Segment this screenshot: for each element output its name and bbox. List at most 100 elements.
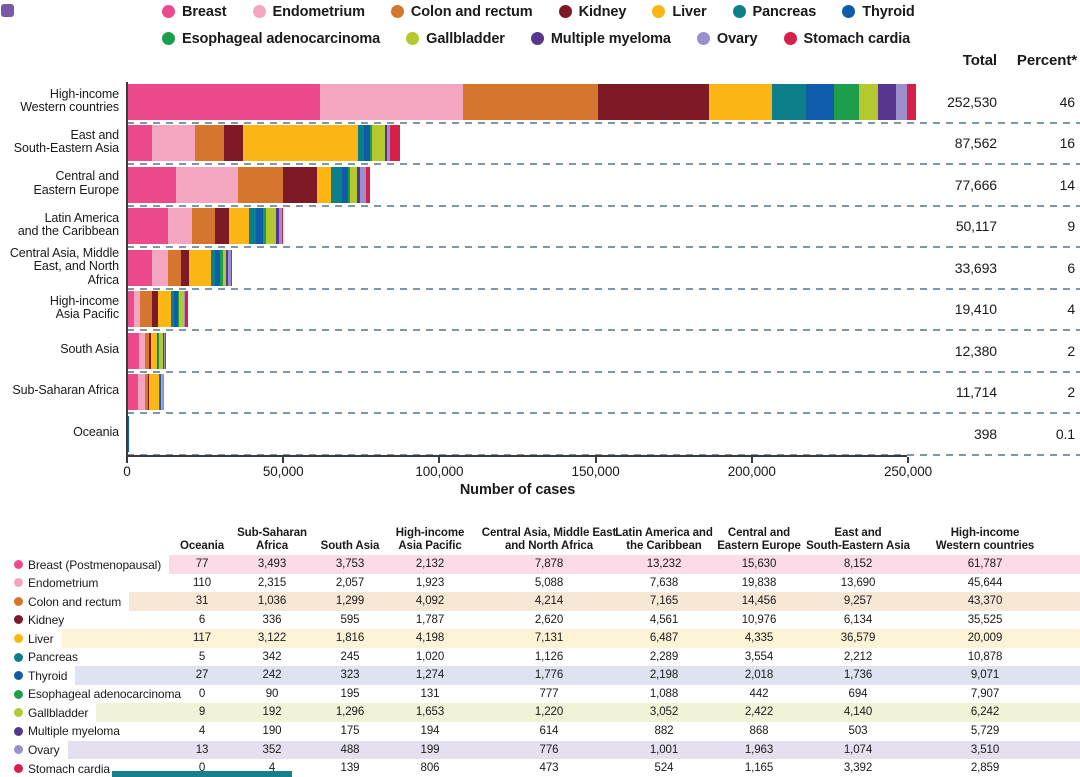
table-cell: 3,493: [257, 558, 287, 570]
table-cell: 6: [198, 613, 206, 626]
bar-segment-esophageal: [263, 208, 267, 245]
bar-segment-gallbladder: [858, 84, 879, 120]
bar-segment-esophageal: [158, 332, 160, 369]
thyroid-swatch-icon: [842, 5, 856, 18]
table-cell: 2,198: [649, 669, 679, 682]
table-cell: 7,165: [649, 595, 679, 608]
stacked-bar: [127, 291, 188, 328]
bar-segment-myeloma: [384, 125, 387, 162]
bar-segment-ovary: [278, 208, 282, 245]
legend-label: Gallbladder: [426, 30, 505, 47]
table-cell: 192: [262, 706, 282, 719]
gallbladder-swatch-icon: [406, 32, 420, 45]
legend-item-breast: Breast: [162, 4, 227, 20]
bar-segment-ovary: [359, 166, 366, 203]
bar-segment-thyroid: [341, 166, 349, 203]
table-cell: 77: [195, 558, 209, 570]
bar-segment-myeloma: [275, 208, 279, 245]
table-cell: 2,018: [744, 669, 774, 682]
bottom-decor-strip: [112, 771, 292, 777]
table-row-esophageal: Esophageal adenocarcinoma 0 90 195 131 777 1,0…: [0, 685, 1080, 704]
legend-label: Pancreas: [752, 3, 817, 20]
bar-segment-endometrium: [175, 166, 238, 203]
x-tick-label: 50,000: [262, 464, 304, 479]
table-cell: 61,787: [967, 558, 1003, 570]
table-cell: 1,001: [649, 743, 679, 756]
legend-item-myeloma: Multiple myeloma: [530, 30, 671, 47]
table-cell: 524: [654, 762, 674, 775]
table-cell: 36,579: [840, 632, 876, 645]
table-cell: 1,299: [335, 595, 365, 608]
table-cell: 6,242: [970, 706, 1000, 719]
endometrium-dot-icon: [14, 578, 23, 588]
table-cell: 199: [420, 743, 440, 756]
table-column-header: Oceania: [179, 539, 225, 552]
table-cell: 776: [539, 743, 559, 756]
table-cell: 3,554: [744, 650, 774, 663]
stomach-dot-icon: [14, 763, 23, 773]
row-separator-dashed-line: [127, 246, 1080, 249]
table-row-breast: Breast (Postmenopausal) 77 3,493 3,753 2,132…: [0, 555, 1080, 574]
region-label: East and South-Eastern Asia: [13, 127, 119, 156]
table-cell: 1,296: [335, 706, 365, 719]
region-total: 33,693: [954, 259, 997, 276]
bar-segment-kidney: [148, 374, 150, 411]
row-tint: [129, 592, 1080, 611]
x-tick-label: 200,000: [727, 464, 776, 479]
table-column-header: East and South-Eastern Asia: [806, 527, 910, 552]
bar-segment-pancreas: [330, 166, 342, 203]
gallbladder-dot-icon: [14, 708, 23, 718]
bar-segment-stomach: [185, 291, 188, 328]
table-cell: 13: [195, 743, 209, 756]
region-label: Central and Eastern Europe: [33, 169, 120, 197]
bar-segment-kidney: [180, 249, 189, 286]
table-cell: 195: [340, 687, 360, 700]
myeloma-dot-icon: [14, 726, 23, 736]
region-percent: 9: [1067, 218, 1075, 235]
bar-segment-gallbladder: [266, 208, 276, 245]
table-row-liver: Liver 117 3,122 1,816 4,198 7,131 6,487 4,335 36…: [0, 629, 1080, 648]
bar-segment-liver: [188, 249, 212, 286]
legend-label: Stomach cardia: [803, 30, 911, 47]
row-separator-dashed-line: [127, 204, 1080, 207]
row-separator-dashed-line: [127, 453, 1080, 456]
table-cell: 2,289: [649, 650, 679, 663]
bar-segment-breast: [127, 125, 153, 162]
bar-segment-colon: [192, 208, 215, 245]
region-percent: 14: [1059, 176, 1075, 193]
legend-row: Breast Endometrium Colon and rectum Kidney L…: [162, 1, 941, 22]
row-separator-dashed-line: [127, 329, 1080, 332]
legend-item-colon: Colon and rectum: [390, 3, 533, 20]
region-label: Latin America and the Caribbean: [17, 210, 119, 239]
table-row-label: Breast (Postmenopausal): [28, 557, 162, 572]
region-percent: 2: [1067, 342, 1075, 359]
legend-item-ovary: Ovary: [696, 31, 758, 47]
bar-segment-thyroid: [214, 249, 221, 286]
x-tick-mark: [438, 457, 441, 463]
region-label: Sub-Saharan Africa: [12, 383, 119, 398]
liver-dot-icon: [14, 633, 23, 643]
bar-segment-ovary: [162, 374, 164, 411]
table-cell: 488: [340, 743, 360, 756]
stacked-bar: [127, 374, 164, 411]
table-cell: 868: [749, 724, 769, 737]
bar-segment-kidney: [224, 125, 244, 162]
table-row-label: Ovary: [28, 743, 60, 757]
legend-label: Thyroid: [862, 3, 915, 20]
x-tick-mark: [282, 457, 285, 463]
x-tick-mark: [750, 457, 753, 463]
table-cell: 5: [198, 650, 206, 663]
esophageal-dot-icon: [14, 689, 23, 699]
bar-segment-breast: [127, 374, 138, 411]
bar-segment-colon: [195, 125, 225, 162]
bar-segment-kidney: [149, 332, 152, 369]
legend-label: Multiple myeloma: [550, 30, 671, 47]
bar-segment-pancreas: [771, 84, 806, 120]
stacked-bar: [127, 84, 916, 120]
bar-segment-endometrium: [151, 249, 168, 286]
table-row-label: Pancreas: [28, 650, 78, 665]
legend-label: Colon and rectum: [410, 3, 533, 20]
bar-segment-colon: [145, 374, 149, 411]
x-tick-mark: [594, 457, 597, 463]
